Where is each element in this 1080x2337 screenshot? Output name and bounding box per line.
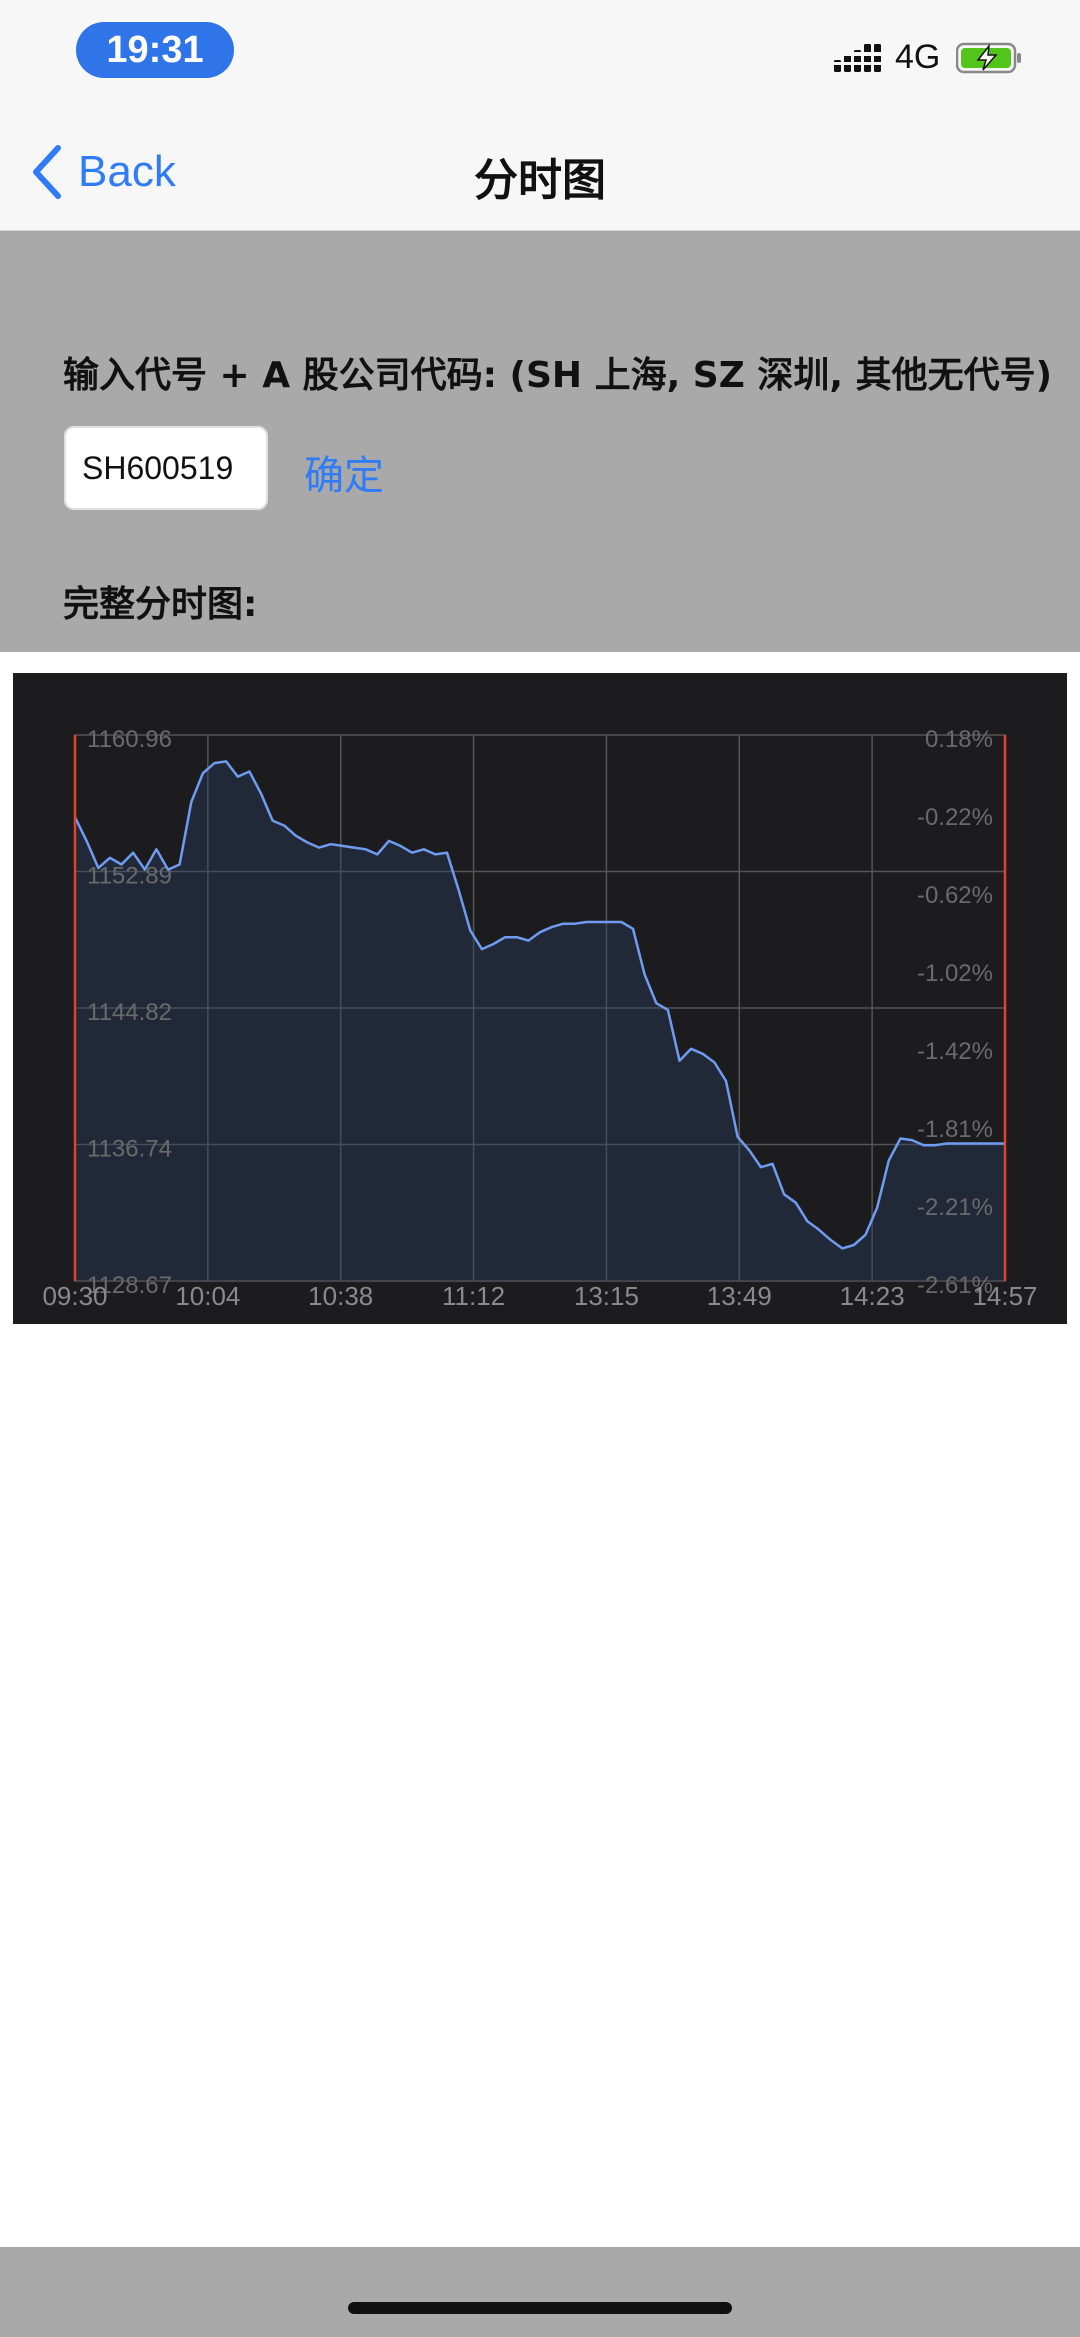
price-line	[73, 760, 1005, 1250]
time-axis-label: 10:04	[175, 1281, 240, 1311]
back-button[interactable]: Back	[30, 140, 176, 204]
status-bar: 19:31 4G	[0, 0, 1080, 110]
right-percent-tick: -1.02%	[917, 960, 993, 987]
time-axis-label: 09:30	[42, 1281, 107, 1311]
intraday-chart[interactable]: 1160.96 1152.89 1144.82 1136.74 1128.67 0.18%…	[13, 673, 1067, 1324]
time-axis-label: 14:57	[972, 1281, 1037, 1311]
left-price-tick: 1136.74	[87, 1136, 172, 1163]
back-label: Back	[78, 147, 176, 196]
confirm-button[interactable]: 确定	[304, 453, 384, 499]
left-price-tick: 1128.67	[87, 1272, 172, 1299]
page-title: 分时图	[474, 155, 606, 206]
code-prompt-label: 输入代号 + A 股公司代码: (SH 上海, SZ 深圳, 其他无代号)	[63, 355, 1053, 396]
signal-bars-icon	[834, 44, 881, 72]
left-price-tick: 1160.96	[87, 726, 172, 753]
time-axis-label: 14:23	[840, 1281, 905, 1311]
price-area	[75, 761, 1005, 1281]
status-time[interactable]: 19:31	[76, 22, 234, 78]
right-percent-tick: -2.21%	[917, 1194, 993, 1221]
home-area	[0, 2247, 1080, 2337]
left-price-tick: 1144.82	[87, 999, 172, 1026]
time-axis-label: 10:38	[308, 1281, 373, 1311]
intraday-chart-svg: 1160.961152.891144.821136.741128.670.18%…	[42, 726, 1037, 1311]
home-indicator[interactable]	[348, 2302, 732, 2314]
time-axis-label: 13:49	[707, 1281, 772, 1311]
chart-heading: 完整分时图:	[63, 584, 258, 625]
right-percent-tick: -1.42%	[917, 1038, 993, 1065]
right-percent-tick: -0.62%	[917, 882, 993, 909]
right-percent-tick: 0.18%	[925, 726, 993, 753]
navigation-bar: Back 分时图	[0, 110, 1080, 231]
time-axis-label: 13:15	[574, 1281, 639, 1311]
right-percent-tick: -0.22%	[917, 804, 993, 831]
battery-charging-icon	[956, 42, 1021, 74]
right-percent-tick: -1.81%	[917, 1116, 993, 1143]
time-axis-label: 11:12	[442, 1281, 505, 1311]
stock-code-panel: 输入代号 + A 股公司代码: (SH 上海, SZ 深圳, 其他无代号) 确定…	[0, 231, 1080, 652]
chevron-left-icon	[33, 145, 61, 199]
right-percent-tick: -2.61%	[917, 1272, 993, 1299]
stock-code-input[interactable]	[64, 426, 268, 510]
network-type: 4G	[895, 38, 941, 76]
